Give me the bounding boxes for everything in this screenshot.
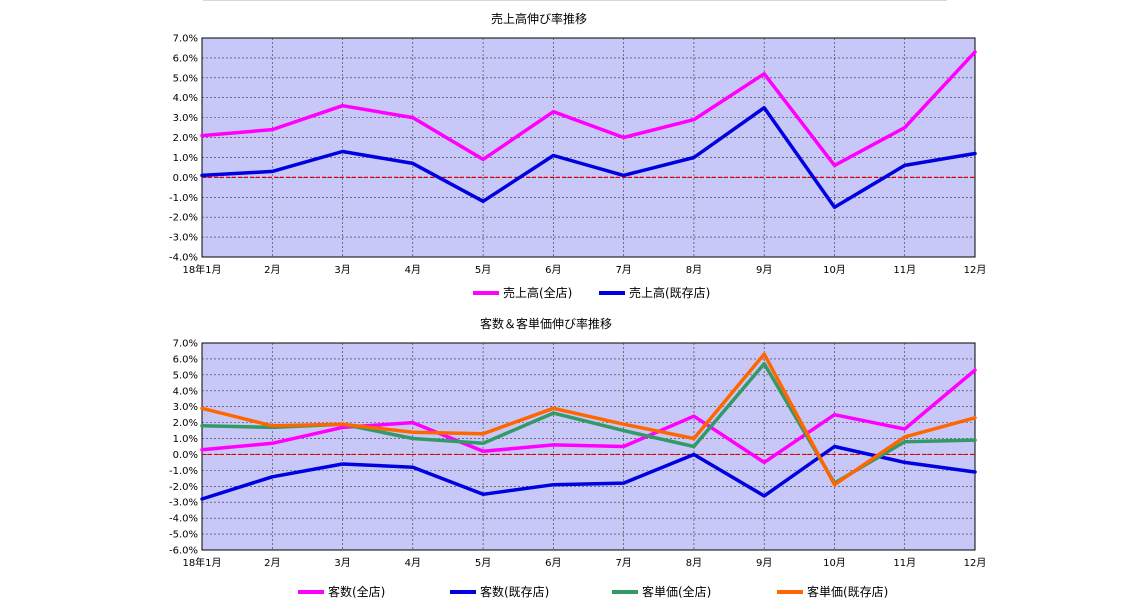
y-tick-label: -5.0% [169,530,198,541]
y-tick-label: 6.0% [173,354,198,365]
y-tick-label: 2.0% [173,418,198,429]
y-tick-label: -1.0% [169,193,198,204]
y-tick-label: 7.0% [173,34,198,45]
y-tick-label: 2.0% [173,133,198,144]
legend-label: 売上高(全店) [503,285,572,300]
x-tick-label: 18年1月 [182,556,221,569]
x-tick-label: 11月 [893,557,916,569]
x-tick-label: 6月 [545,557,561,569]
x-tick-label: 5月 [475,264,491,276]
y-tick-label: 0.0% [173,173,198,184]
y-tick-label: 1.0% [173,153,198,164]
y-tick-label: -6.0% [169,546,198,557]
series-line [200,105,977,209]
x-tick-label: 2月 [264,557,280,569]
x-tick-label: 9月 [756,557,772,569]
y-tick-label: 7.0% [173,339,198,350]
series-line [200,50,977,168]
y-tick-label: -3.0% [169,233,198,244]
legend-label: 客数(全店) [328,584,385,599]
x-tick-label: 18年1月 [182,263,221,276]
plot-area [201,37,976,258]
y-tick-label: 4.0% [173,386,198,397]
sales-growth-chart: 7.0% 6.0% 5.0% 4.0% 3.0% 2.0% 1.0% 0.0% -1.0% -2.… [169,11,986,300]
x-tick-label: 7月 [615,557,631,569]
y-tick-label: -4.0% [169,253,198,264]
x-tick-label: 3月 [334,264,350,276]
chart-title: 売上高伸び率推移 [491,11,587,26]
y-tick-label: 5.0% [173,73,198,84]
x-tick-label: 2月 [264,264,280,276]
legend-label: 客単価(全店) [642,584,711,599]
x-tick-label: 10月 [823,264,846,276]
x-tick-label: 5月 [475,557,491,569]
x-tick-label: 12月 [964,264,987,276]
y-tick-label: -4.0% [169,514,198,525]
y-tick-label: 1.0% [173,434,198,445]
y-tick-label: 3.0% [173,402,198,413]
y-tick-label: -3.0% [169,498,198,509]
x-tick-label: 8月 [686,557,702,569]
y-tick-label: 5.0% [173,370,198,381]
x-tick-label: 6月 [545,264,561,276]
x-tick-label: 7月 [615,264,631,276]
x-tick-label: 4月 [405,264,421,276]
series-line [200,444,977,501]
y-tick-label: -1.0% [169,466,198,477]
y-tick-label: 3.0% [173,113,198,124]
series-line [200,352,977,487]
x-tick-label: 11月 [893,264,916,276]
x-tick-label: 4月 [405,557,421,569]
x-tick-label: 3月 [334,557,350,569]
series-line [200,368,977,465]
y-tick-label: 4.0% [173,93,198,104]
y-tick-label: 6.0% [173,53,198,64]
x-tick-label: 12月 [964,557,987,569]
y-tick-label: -2.0% [169,213,198,224]
x-tick-label: 8月 [686,264,702,276]
legend-label: 客数(既存店) [480,584,549,599]
y-tick-label: 0.0% [173,450,198,461]
x-tick-label: 9月 [756,264,772,276]
chart-title: 客数＆客単価伸び率推移 [480,316,612,331]
x-tick-label: 10月 [823,557,846,569]
top-divider [203,0,947,1]
legend-label: 客単価(既存店) [807,584,888,599]
customers-unit-price-chart: 7.0% 6.0% 5.0% 4.0% 3.0% 2.0% 1.0% 0.0% -1.0% -2.… [169,316,986,599]
legend-label: 売上高(既存店) [629,285,710,300]
y-tick-label: -2.0% [169,482,198,493]
